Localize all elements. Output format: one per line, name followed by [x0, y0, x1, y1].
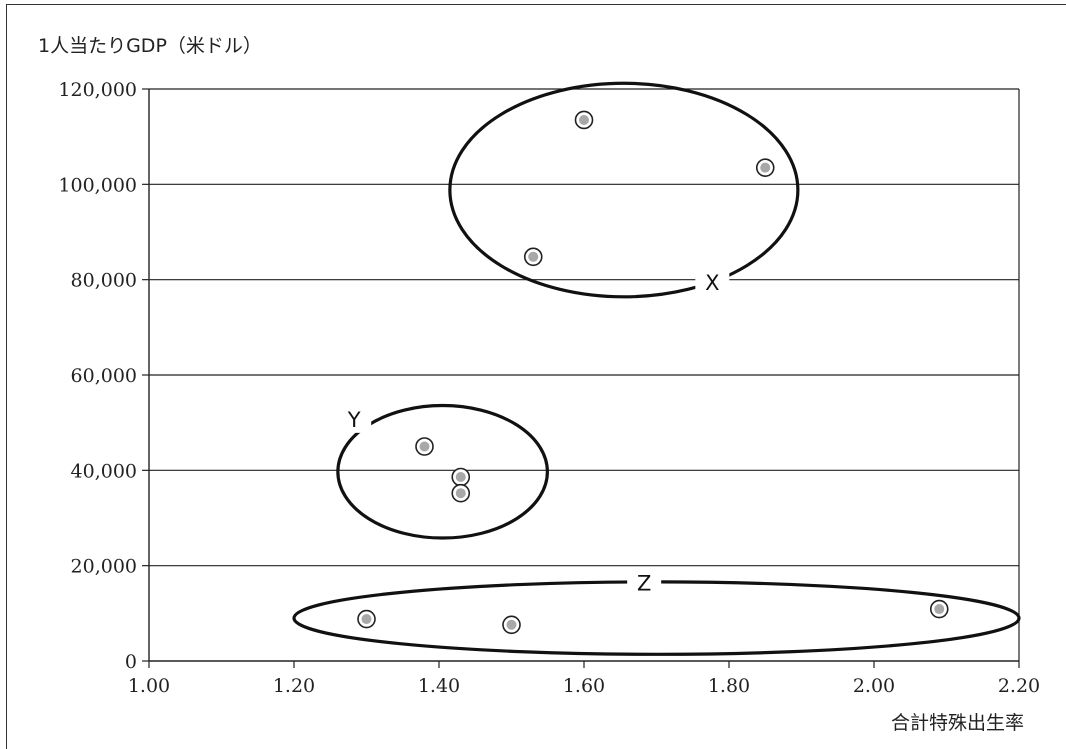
gridlines [149, 88, 1019, 567]
data-point-fill [579, 114, 589, 125]
x-tick-label: 1.80 [708, 675, 750, 697]
y-tick-label: 20,000 [71, 556, 137, 578]
x-tick-label: 1.60 [563, 675, 605, 697]
y-tick-label: 60,000 [71, 365, 137, 387]
data-points [357, 110, 949, 635]
group-label-z: Z [637, 571, 651, 595]
y-axis-title: 1人当たりGDP（米ドル） [38, 35, 262, 57]
data-point-fill [506, 619, 517, 630]
x-axis-title: 合計特殊出生率 [891, 712, 1024, 734]
group-label-bg [337, 404, 372, 433]
x-tick-label: 2.00 [853, 675, 895, 697]
data-point-fill [528, 251, 539, 262]
y-tick-label: 100,000 [58, 174, 137, 196]
group-ellipse-y [336, 403, 549, 540]
data-point-fill [760, 162, 771, 173]
data-point-fill [455, 488, 466, 499]
data-point-fill [455, 472, 466, 483]
group-labels: X Y Z [337, 268, 730, 597]
group-ellipse-x [448, 81, 800, 299]
axes: 0 20,000 40,000 60,000 80,000 100,000 120,000 1… [58, 79, 1040, 697]
data-point-fill [934, 604, 945, 615]
y-tick-label: 120,000 [58, 79, 137, 101]
x-tick-label: 1.20 [273, 675, 315, 697]
x-tick-label: 1.40 [418, 675, 460, 697]
y-tick-label: 40,000 [71, 460, 137, 482]
data-point-fill [419, 441, 430, 452]
group-label-y: Y [347, 408, 361, 432]
group-label-bg [627, 568, 662, 597]
group-label-bg [695, 268, 730, 297]
y-tick-label: 0 [125, 651, 137, 673]
data-point-fill [361, 614, 372, 625]
chart-frame [6, 4, 1066, 749]
group-label-x: X [705, 271, 719, 295]
x-tick-label: 2.20 [998, 675, 1040, 697]
x-tick-label: 1.00 [128, 675, 170, 697]
y-tick-label: 80,000 [71, 270, 137, 292]
